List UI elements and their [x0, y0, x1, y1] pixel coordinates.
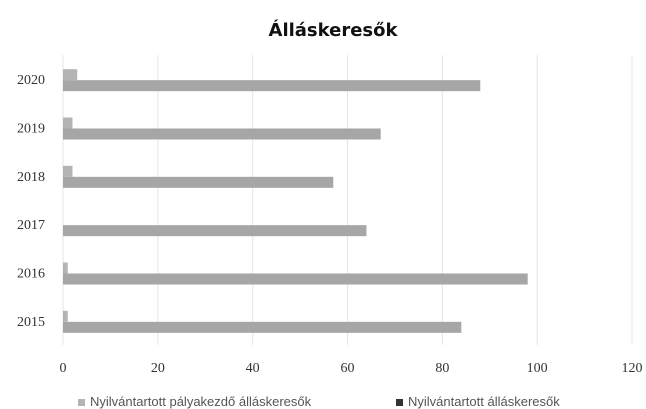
legend-label-series-1: Nyilvántartott pályakezdő álláskeresők: [90, 394, 312, 409]
bars: [63, 69, 528, 333]
x-tick-label: 40: [246, 361, 260, 376]
y-tick-label: 2017: [17, 218, 45, 233]
y-axis-ticks: 2015 2016 2017 2018 2019 2020: [17, 73, 45, 330]
bar-series-2: [63, 273, 528, 285]
bar-series-1: [63, 310, 68, 322]
bar-series-2: [63, 80, 481, 92]
x-tick-label: 0: [60, 361, 67, 376]
x-tick-label: 100: [527, 361, 548, 376]
legend-swatch-series-1: [78, 399, 85, 406]
bar-series-1: [63, 117, 73, 129]
y-tick-label: 2018: [17, 170, 45, 185]
x-tick-label: 120: [622, 361, 643, 376]
bar-series-2: [63, 225, 367, 237]
y-tick-label: 2020: [17, 73, 45, 88]
y-tick-label: 2016: [17, 267, 45, 282]
legend-swatch-series-2: [396, 399, 403, 406]
bar-series-2: [63, 321, 462, 333]
bar-series-1: [63, 69, 78, 81]
legend: Nyilvántartott pályakezdő álláskeresők N…: [78, 394, 560, 409]
bar-series-1: [63, 262, 68, 274]
x-tick-label: 80: [435, 361, 449, 376]
bar-series-2: [63, 128, 381, 140]
chart-title: Álláskeresők: [269, 19, 399, 41]
x-tick-label: 60: [341, 361, 355, 376]
bar-series-2: [63, 176, 334, 188]
gridlines: [62, 55, 633, 345]
bar-series-1: [63, 165, 73, 177]
y-tick-label: 2019: [17, 122, 45, 137]
legend-label-series-2: Nyilvántartott álláskeresők: [408, 394, 560, 409]
x-tick-label: 20: [151, 361, 165, 376]
y-tick-label: 2015: [17, 315, 45, 330]
x-axis-ticks: 0 20 40 60 80 100 120: [60, 361, 643, 376]
